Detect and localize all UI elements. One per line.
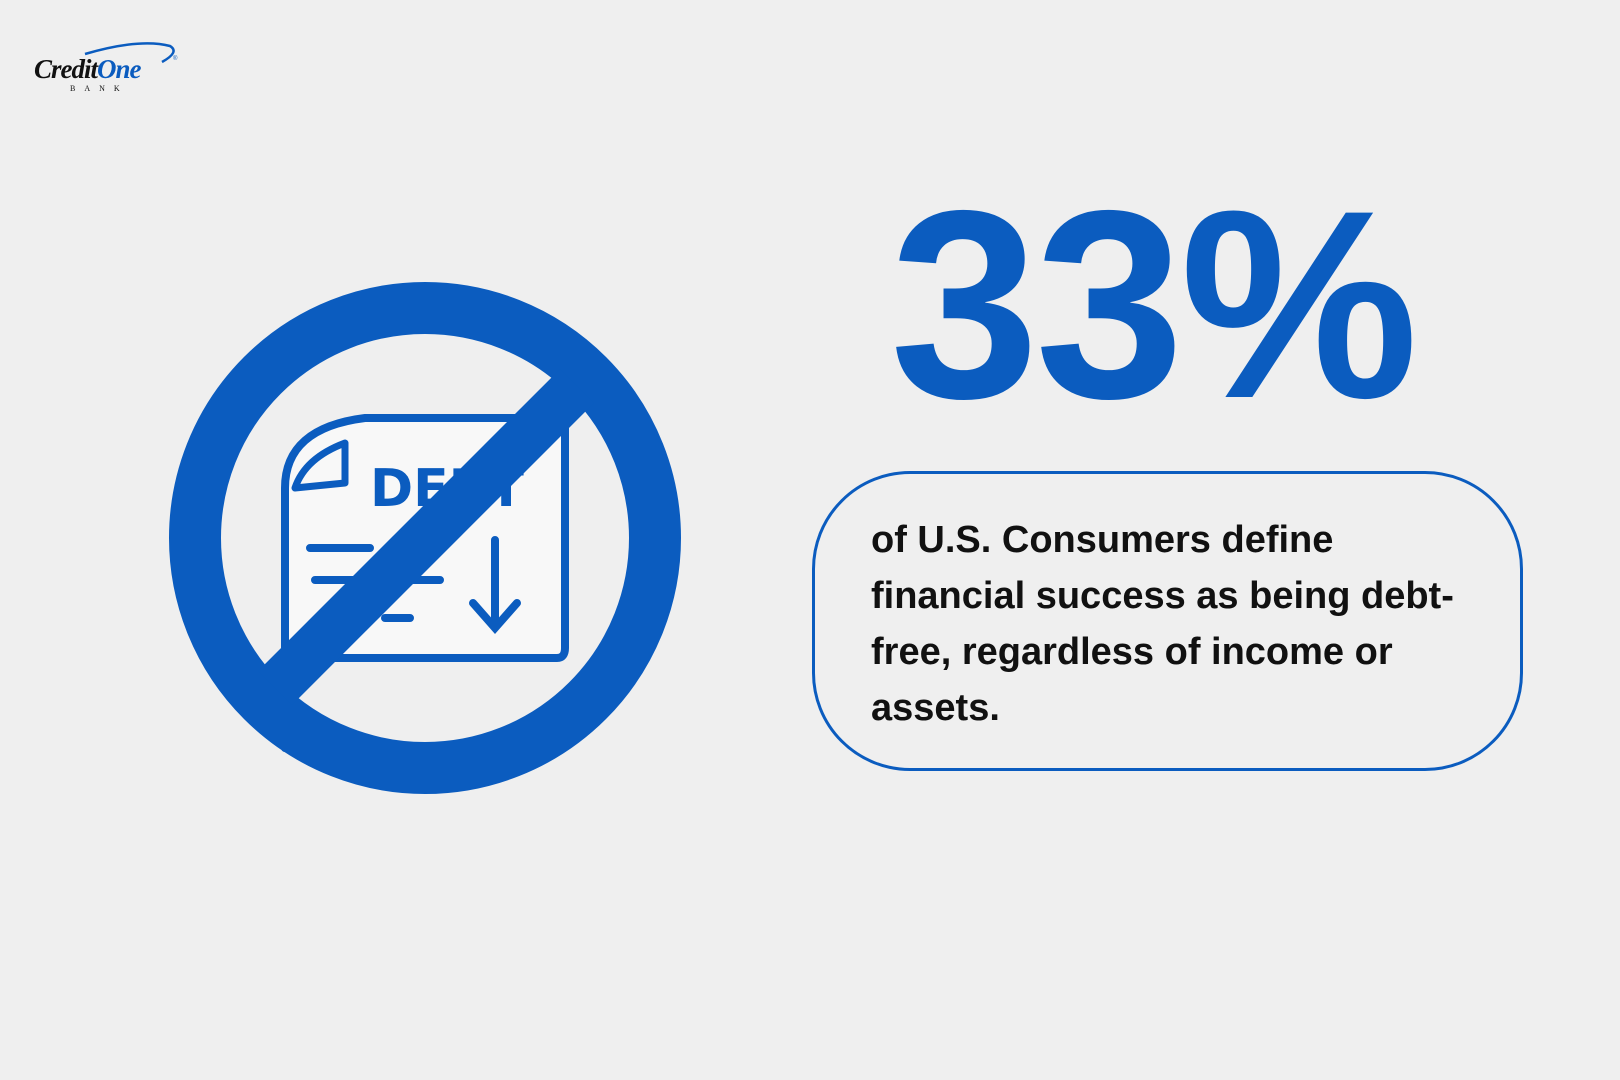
svg-text:CreditOne: CreditOne <box>34 54 142 84</box>
svg-text:®: ® <box>173 55 178 62</box>
stat-description: of U.S. Consumers define financial succe… <box>871 519 1454 729</box>
stat-percentage: 33% <box>890 154 1418 454</box>
credit-one-bank-logo: CreditOne BANK ® <box>34 42 178 93</box>
description-box <box>812 471 1523 771</box>
no-debt-icon: DEBT <box>169 282 681 794</box>
prohibition-slash <box>258 369 594 705</box>
prohibition-circle <box>169 282 681 794</box>
svg-text:BANK: BANK <box>70 84 129 93</box>
